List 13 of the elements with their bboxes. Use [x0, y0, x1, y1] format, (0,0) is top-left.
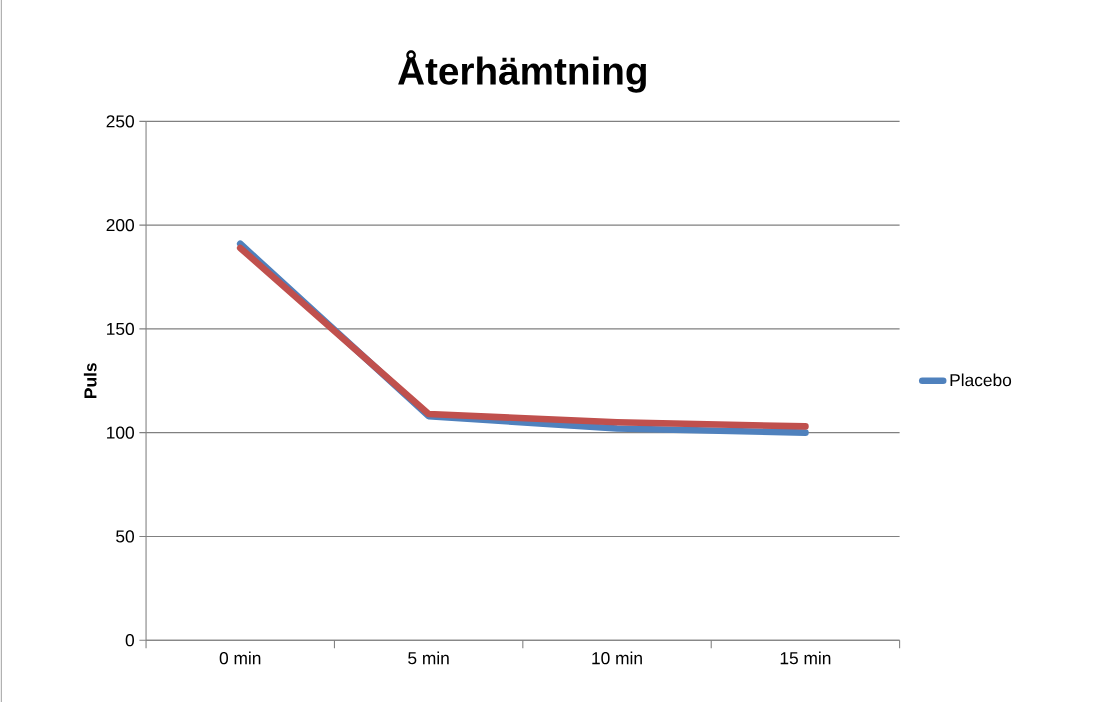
x-tick-label: 15 min	[780, 651, 831, 665]
x-tick-label: 10 min	[592, 651, 642, 665]
y-tick-label: 150	[107, 322, 134, 335]
y-tick-label: 250	[106, 115, 134, 128]
y-axis-title: Puls	[83, 363, 97, 398]
x-tick-label: 5 min	[408, 651, 449, 665]
y-tick-label: 50	[116, 530, 134, 543]
chart-title: Återhämtning	[398, 50, 646, 93]
y-tick-label: 200	[106, 218, 134, 232]
x-tick-label: 0 min	[219, 651, 261, 665]
legend-label: Placebo	[950, 373, 1012, 387]
y-tick-label: 100	[107, 426, 134, 439]
y-tick-label: 0	[125, 633, 134, 647]
